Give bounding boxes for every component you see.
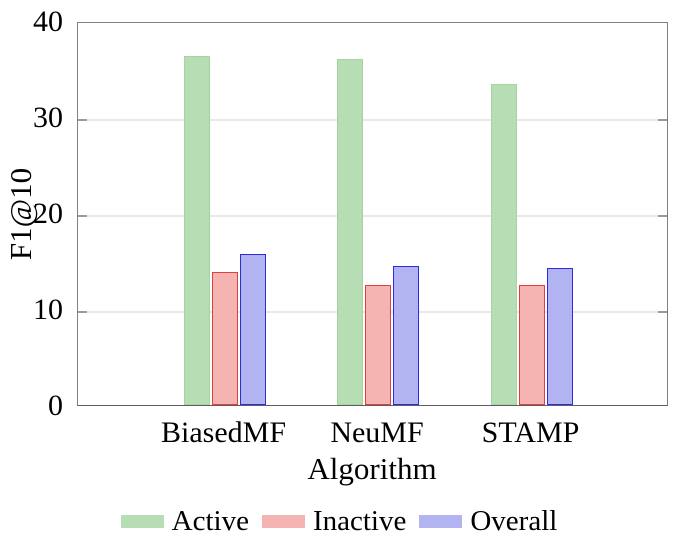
y-tick-label-40: 40 xyxy=(33,5,63,38)
bar-group-stamp xyxy=(490,23,573,405)
x-tick-label-stamp: STAMP xyxy=(481,416,580,449)
legend-label-active: Active xyxy=(171,504,249,537)
legend-label-inactive: Inactive xyxy=(312,504,407,537)
y-tick-mark-right-20 xyxy=(658,215,667,217)
y-tick-label-10: 10 xyxy=(33,293,63,326)
legend-swatch-overall xyxy=(419,514,463,528)
legend-item-overall: Overall xyxy=(419,505,557,538)
legend-item-active: Active xyxy=(120,504,249,538)
bar-overall-neumf xyxy=(393,265,419,405)
y-tick-mark-right-10 xyxy=(658,311,667,313)
bar-inactive-stamp xyxy=(518,285,545,405)
legend-label-overall: Overall xyxy=(470,504,558,537)
y-tick-label-30: 30 xyxy=(33,101,63,134)
bar-inactive-biasedmf xyxy=(211,271,238,405)
bar-inactive-neumf xyxy=(365,285,391,405)
y-tick-label-0: 0 xyxy=(48,389,63,422)
y-tick-mark-left-10 xyxy=(78,311,87,313)
x-tick-label-biasedmf: BiasedMF xyxy=(160,416,287,449)
y-tick-mark-right-30 xyxy=(658,119,667,121)
legend: Active Inactive Overall xyxy=(0,503,678,539)
plot-area xyxy=(77,22,668,406)
y-tick-mark-left-30 xyxy=(78,119,87,121)
gridline-20 xyxy=(78,215,667,217)
bar-active-biasedmf xyxy=(183,55,210,405)
bar-overall-stamp xyxy=(546,267,573,405)
bar-overall-biasedmf xyxy=(239,254,266,405)
x-axis-label: Algorithm xyxy=(307,451,437,486)
x-tick-label-neumf: NeuMF xyxy=(330,416,424,449)
legend-item-inactive: Inactive xyxy=(261,504,407,538)
y-tick-label-20: 20 xyxy=(33,197,63,230)
y-tick-mark-left-20 xyxy=(78,215,87,217)
bar-active-stamp xyxy=(490,84,517,405)
legend-swatch-active xyxy=(120,514,164,528)
legend-swatch-inactive xyxy=(261,514,305,528)
gridline-30 xyxy=(78,119,667,121)
bar-group-biasedmf xyxy=(183,23,266,405)
bar-active-neumf xyxy=(337,59,363,405)
bar-group-neumf xyxy=(337,23,419,405)
